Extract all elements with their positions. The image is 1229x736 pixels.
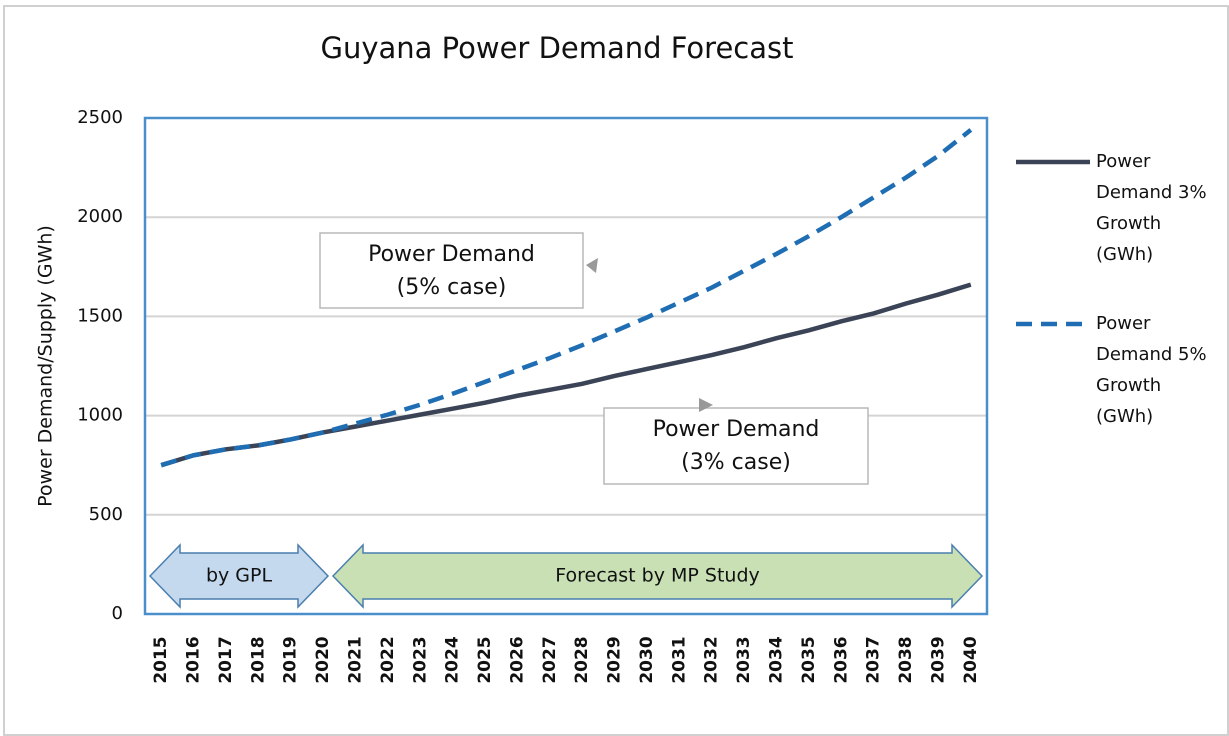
annotation-text: Power Demand — [653, 417, 820, 442]
y-tick-label: 2000 — [77, 206, 123, 227]
annotation-box — [603, 407, 869, 485]
frame — [3, 5, 1229, 736]
y-tick-label: 1000 — [77, 405, 123, 426]
x-tick-label: 2019 — [281, 636, 301, 683]
y-tick-label: 2500 — [77, 107, 123, 128]
x-tick-label: 2026 — [507, 636, 527, 683]
x-tick-label: 2024 — [443, 636, 463, 683]
annotation-pointer — [586, 258, 598, 273]
x-tick-label: 2034 — [767, 636, 787, 683]
x-tick-label: 2028 — [572, 636, 592, 683]
x-tick-label: 2023 — [410, 636, 430, 683]
x-tick-label: 2039 — [928, 636, 948, 683]
plot-border — [143, 116, 989, 616]
x-tick-label: 2017 — [216, 636, 236, 683]
x-tick-label: 2038 — [896, 636, 916, 683]
x-tick-label: 2025 — [475, 636, 495, 683]
series-line — [160, 128, 973, 468]
annotation-box — [319, 232, 584, 309]
y-tick-label: 500 — [89, 504, 123, 525]
annotation-text: Power Demand — [368, 242, 535, 267]
x-tick-label: 2037 — [864, 636, 884, 683]
annotation-text: (3% case) — [681, 450, 791, 475]
x-tick-label: 2040 — [961, 636, 981, 683]
x-tick-label: 2029 — [605, 636, 625, 683]
legend-label: Power Demand 5% Growth (GWh) — [1096, 313, 1207, 427]
chart-title: Guyana Power Demand Forecast — [321, 31, 794, 65]
x-tick-label: 2016 — [184, 636, 204, 683]
x-tick-label: 2020 — [313, 636, 333, 683]
x-tick-label: 2035 — [799, 636, 819, 683]
annotation-text: (5% case) — [397, 275, 507, 300]
y-tick-label: 1500 — [77, 305, 123, 326]
x-tick-label: 2030 — [637, 636, 657, 683]
x-tick-label: 2031 — [669, 636, 689, 683]
annotation-pointer — [699, 398, 713, 412]
region-label: Forecast by MP Study — [555, 565, 760, 587]
x-tick-label: 2032 — [702, 636, 722, 683]
region-arrow — [148, 543, 330, 609]
x-tick-label: 2021 — [346, 636, 366, 683]
x-tick-label: 2015 — [151, 636, 171, 683]
region-label: by GPL — [206, 565, 273, 587]
legend-label: Power Demand 3% Growth (GWh) — [1096, 151, 1207, 265]
x-tick-label: 2036 — [831, 636, 851, 683]
x-tick-label: 2022 — [378, 636, 398, 683]
y-tick-label: 0 — [112, 603, 123, 624]
region-arrow — [331, 543, 984, 609]
x-tick-label: 2027 — [540, 636, 560, 683]
y-axis-label: Power Demand/Supply (GWh) — [35, 225, 57, 507]
x-tick-label: 2018 — [248, 636, 268, 683]
x-tick-label: 2033 — [734, 636, 754, 683]
